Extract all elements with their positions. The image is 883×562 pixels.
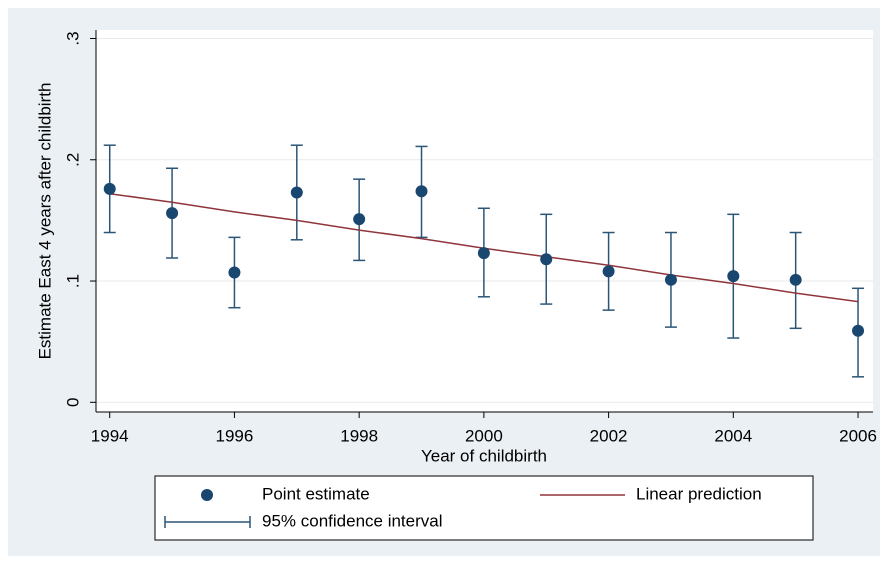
legend-label: Linear prediction (636, 484, 762, 503)
legend-label: 95% confidence interval (262, 511, 443, 530)
x-axis-label: Year of childbirth (421, 446, 547, 465)
point (353, 213, 366, 226)
x-tick-label: 2004 (714, 426, 752, 445)
y-tick-label: .2 (63, 153, 82, 167)
y-tick-label: .3 (63, 31, 82, 45)
point (477, 247, 490, 260)
point (415, 185, 428, 198)
y-tick-label: 0 (63, 398, 82, 407)
y-tick-label: .1 (63, 274, 82, 288)
point (602, 265, 615, 278)
point (727, 270, 740, 283)
x-tick-label: 1998 (340, 426, 378, 445)
legend-box (154, 475, 814, 541)
point (103, 182, 116, 195)
x-tick-label: 2002 (590, 426, 628, 445)
point (789, 273, 802, 286)
point (290, 186, 303, 199)
point (166, 207, 179, 220)
y-axis-label: Estimate East 4 years after childbirth (35, 83, 54, 360)
x-tick-label: 1994 (91, 426, 129, 445)
x-tick-label: 2000 (465, 426, 503, 445)
point (664, 273, 677, 286)
point (228, 266, 241, 279)
legend-swatch (201, 489, 213, 501)
legend-label: Point estimate (262, 484, 370, 503)
point (852, 324, 865, 337)
x-tick-label: 2006 (839, 426, 877, 445)
point (540, 253, 553, 266)
x-tick-label: 1996 (216, 426, 254, 445)
